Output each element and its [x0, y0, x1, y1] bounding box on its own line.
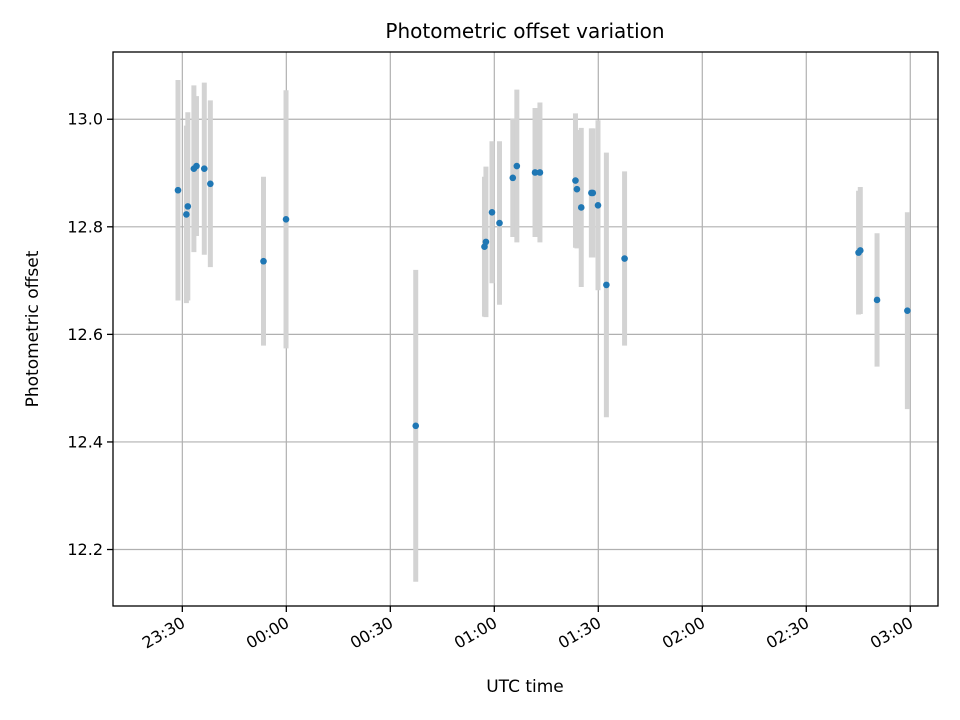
y-tick-label: 12.6	[67, 325, 103, 344]
data-point	[904, 307, 911, 315]
data-point	[531, 169, 539, 176]
data-point	[482, 238, 490, 246]
data-point	[207, 180, 214, 188]
data-point	[174, 186, 182, 194]
x-axis-label: UTC time	[486, 677, 564, 697]
y-axis: 12.2 12.4 12.6 12.8 13.0	[67, 110, 113, 559]
chart-title: Photometric offset variation	[385, 19, 664, 43]
data-point	[509, 174, 517, 182]
data-point	[577, 204, 585, 211]
data-point	[621, 255, 628, 262]
data-point	[573, 185, 581, 193]
y-tick-label: 12.4	[67, 432, 103, 451]
data-point	[260, 257, 267, 265]
data-point	[200, 165, 208, 173]
data-point	[536, 169, 544, 176]
plot-area-frame	[112, 51, 939, 607]
data-point	[412, 422, 420, 430]
data-point	[603, 281, 610, 289]
y-tick-label: 12.8	[67, 217, 103, 236]
data-point	[594, 201, 602, 209]
data-point	[873, 296, 881, 304]
data-point	[282, 215, 290, 223]
data-point	[856, 247, 864, 254]
data-point	[513, 162, 521, 170]
y-tick-label: 13.0	[67, 110, 103, 129]
grid	[113, 52, 938, 606]
data-point	[193, 162, 200, 170]
data-point	[589, 189, 597, 197]
data-point	[488, 208, 496, 216]
data-point	[183, 211, 190, 218]
data-point	[572, 177, 579, 184]
y-axis-label: Photometric offset	[23, 250, 43, 407]
y-tick-label: 12.2	[67, 540, 103, 559]
data-point	[496, 219, 503, 227]
data-points	[174, 162, 911, 430]
data-point	[184, 203, 192, 210]
